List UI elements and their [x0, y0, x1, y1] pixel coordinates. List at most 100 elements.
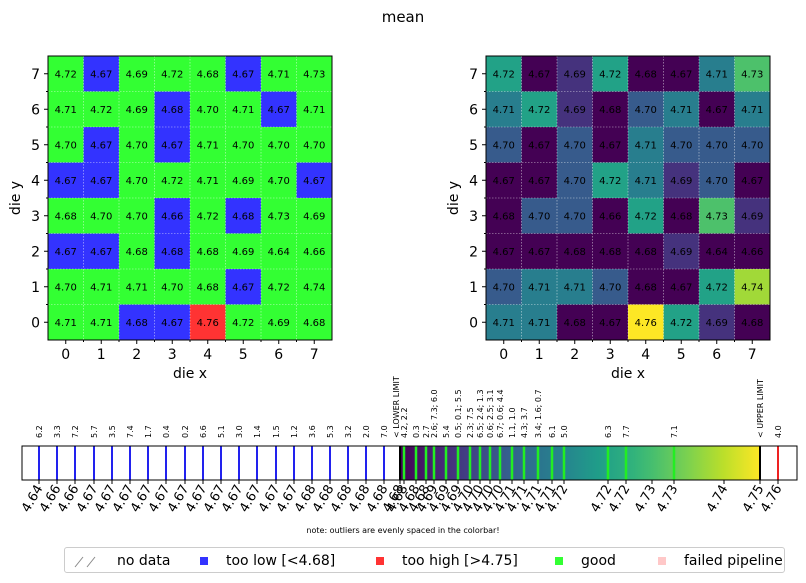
- colorbar-low-section: [22, 446, 400, 480]
- value-label: 2.3; 7.5: [466, 407, 475, 438]
- heatmap-cell: [296, 56, 332, 92]
- heatmap-cell: [83, 233, 119, 269]
- heatmap-cell: [48, 269, 84, 305]
- cell-value-label: 4.64: [268, 247, 290, 258]
- outlier-label: 1.2: [290, 425, 299, 438]
- heatmap-cell: [154, 127, 190, 163]
- outlier-label: 7.0: [380, 425, 389, 438]
- heatmap-cell: [699, 91, 735, 127]
- cell-value-label: 4.68: [741, 318, 763, 329]
- cell-value-label: 4.73: [741, 69, 763, 80]
- cell-value-label: 4.72: [90, 105, 112, 116]
- x-tick-label: 7: [748, 347, 757, 363]
- cell-value-label: 4.69: [670, 247, 692, 258]
- cell-value-label: 4.68: [635, 247, 657, 258]
- y-tick-label: 4: [469, 173, 478, 189]
- cell-value-label: 4.70: [161, 282, 183, 293]
- cell-value-label: 4.68: [126, 247, 148, 258]
- heatmap-cell: [628, 127, 664, 163]
- colormap-heatmap: 4.72 4.67 4.69 4.72 4.68 4.67 4.71 4.73 4.71 4.72…: [446, 55, 771, 382]
- value-label: 5.4: [442, 425, 451, 438]
- heatmap-cell: [628, 233, 664, 269]
- cell-value-label: 4.68: [493, 211, 515, 222]
- cell-value-label: 4.68: [635, 69, 657, 80]
- heatmap-cell: [154, 91, 190, 127]
- heatmap-cell: [699, 162, 735, 198]
- cell-value-label: 4.70: [126, 140, 148, 151]
- heatmap-cell: [734, 127, 770, 163]
- heatmap-cell: [592, 91, 628, 127]
- cell-value-label: 4.72: [635, 211, 657, 222]
- heatmap-cell: [190, 304, 226, 340]
- cell-value-label: 4.67: [232, 69, 254, 80]
- cell-value-label: 4.70: [303, 140, 325, 151]
- heatmap-cell: [663, 304, 699, 340]
- heatmap-cell: [521, 91, 557, 127]
- cell-value-label: 4.66: [161, 211, 183, 222]
- heatmap-cell: [592, 304, 628, 340]
- colorbar-tick-label: 4.73: [654, 483, 681, 516]
- outlier-label: 1.7: [144, 425, 153, 438]
- colorbar-tick-label: 4.73: [632, 483, 659, 516]
- heatmap-cell: [190, 127, 226, 163]
- cell-value-label: 4.72: [599, 69, 621, 80]
- heatmap-cell: [48, 304, 84, 340]
- heatmap-cell: [119, 56, 155, 92]
- heatmap-cell: [521, 304, 557, 340]
- heatmap-cell: [225, 269, 261, 305]
- heatmap-cell: [190, 56, 226, 92]
- heatmap-cell: [592, 56, 628, 92]
- heatmap-cell: [734, 198, 770, 234]
- cell-value-label: 4.69: [303, 211, 325, 222]
- x-tick-label: 0: [61, 347, 70, 363]
- cell-value-label: 4.67: [268, 105, 290, 116]
- y-tick-label: 3: [469, 209, 478, 225]
- y-tick-label: 4: [31, 173, 40, 189]
- cell-value-label: 4.68: [232, 211, 254, 222]
- x-tick-label: 1: [535, 347, 544, 363]
- outlier-label: 1.4: [253, 425, 262, 438]
- cell-value-label: 4.73: [303, 69, 325, 80]
- x-tick-label: 5: [239, 347, 248, 363]
- cell-value-label: 4.68: [55, 211, 77, 222]
- cell-value-label: 4.67: [161, 140, 183, 151]
- figure-title: mean: [381, 8, 425, 26]
- cell-value-label: 4.70: [635, 105, 657, 116]
- cell-value-label: 4.66: [599, 211, 621, 222]
- cell-value-label: 4.72: [161, 176, 183, 187]
- cell-value-label: 4.67: [90, 140, 112, 151]
- heatmap-cell: [592, 127, 628, 163]
- heatmap-cell: [557, 304, 593, 340]
- heatmap-cell: [557, 198, 593, 234]
- y-tick-label: 6: [469, 102, 478, 118]
- legend-label: too high [>4.75]: [402, 553, 518, 569]
- heatmap-cell: [699, 269, 735, 305]
- cell-value-label: 4.71: [741, 105, 763, 116]
- outlier-label: 5.1: [217, 425, 226, 438]
- heatmap-cell: [83, 91, 119, 127]
- cell-value-label: 4.70: [268, 140, 290, 151]
- heatmap-cell: [734, 304, 770, 340]
- cell-value-label: 4.70: [493, 140, 515, 151]
- x-tick-label: 6: [712, 347, 721, 363]
- outlier-label: 0.2: [181, 425, 190, 438]
- heatmap-cell: [83, 198, 119, 234]
- outlier-label: 3.6: [308, 425, 317, 438]
- cell-value-label: 4.70: [126, 176, 148, 187]
- heatmap-cell: [628, 162, 664, 198]
- cell-value-label: 4.67: [90, 247, 112, 258]
- value-label: 7.7: [622, 425, 631, 438]
- value-label: 2.7: [422, 425, 431, 438]
- heatmap-cell: [225, 127, 261, 163]
- heatmap-cell: [521, 127, 557, 163]
- cell-value-label: 4.71: [528, 318, 550, 329]
- value-label: 6.5; 2.4; 1.3: [476, 389, 485, 438]
- cell-value-label: 4.70: [564, 211, 586, 222]
- heatmap-cell: [557, 56, 593, 92]
- value-label: 6.3: [604, 425, 613, 438]
- heatmap-cell: [663, 269, 699, 305]
- cell-value-label: 4.69: [232, 247, 254, 258]
- outlier-label: 7.4: [126, 425, 135, 438]
- heatmap-cell: [83, 56, 119, 92]
- colorbar-note: note: outliers are evenly spaced in the …: [306, 526, 500, 535]
